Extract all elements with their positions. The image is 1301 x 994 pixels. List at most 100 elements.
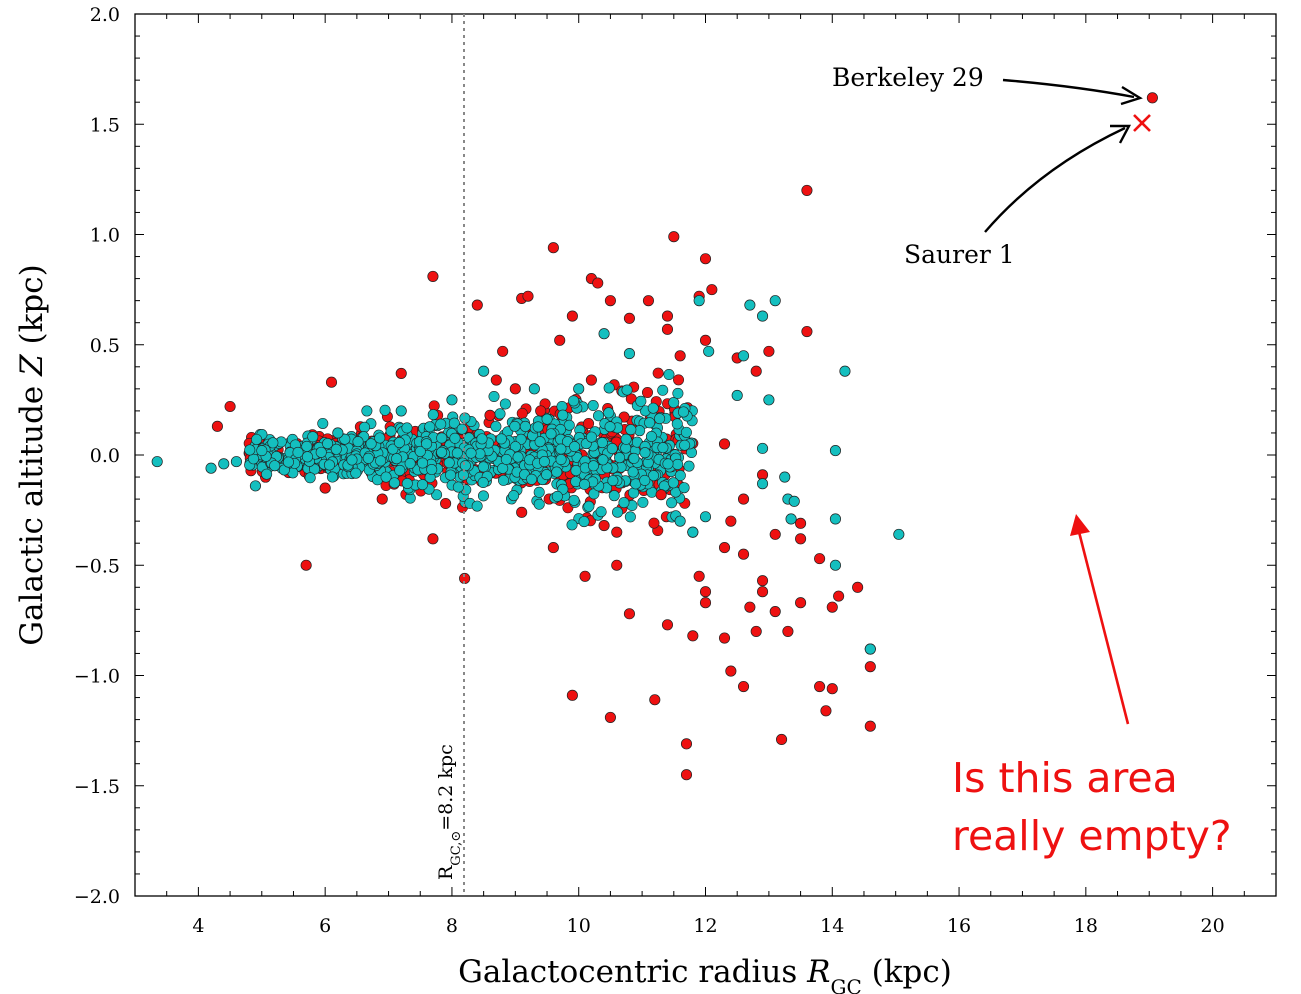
question-line-1: Is this area [952, 754, 1178, 802]
cluster-point [533, 498, 545, 510]
data-point [661, 310, 674, 322]
data-point [699, 253, 712, 265]
cluster-point [509, 420, 521, 432]
data-point [826, 601, 838, 613]
cluster-point [579, 478, 591, 490]
data-point [699, 334, 712, 346]
cluster-point [495, 433, 507, 445]
data-point [795, 517, 807, 529]
data-point [674, 515, 686, 527]
data-points [151, 92, 1158, 781]
cluster-point [673, 374, 685, 386]
cluster-point [628, 452, 640, 464]
cluster-point [448, 417, 460, 429]
cluster-point [365, 438, 377, 450]
data-point [611, 559, 623, 571]
cluster-point [672, 387, 684, 399]
data-point [598, 520, 610, 532]
cluster-point [443, 457, 455, 469]
cluster-point [315, 446, 327, 458]
annotation-berkeley-29: Berkeley 29 [832, 63, 1143, 106]
data-point [547, 242, 559, 254]
cluster-point [509, 441, 521, 453]
cluster-point [494, 408, 506, 420]
cluster-point [657, 442, 669, 454]
cluster-point [326, 471, 338, 483]
cluster-point [301, 440, 313, 452]
question-annotation: Is this area really empty? [952, 514, 1232, 860]
data-point [864, 720, 876, 732]
cluster-point [566, 519, 578, 531]
cluster-point [477, 461, 489, 473]
cluster-point [350, 467, 362, 479]
data-point [471, 299, 483, 311]
data-point [731, 389, 743, 402]
data-point [623, 312, 635, 324]
data-point [440, 497, 452, 510]
data-point [737, 350, 750, 362]
cluster-point [603, 382, 615, 394]
data-point [737, 680, 750, 693]
cluster-point [627, 466, 639, 478]
cluster-point [583, 500, 595, 512]
cluster-point [391, 453, 403, 465]
data-point [325, 376, 338, 388]
cluster-point [323, 459, 335, 471]
cluster-point [516, 407, 528, 419]
solar-radius-label: RGC,⊙=8.2 kpc [435, 744, 464, 880]
data-point [769, 295, 781, 307]
cluster-point [362, 452, 374, 464]
data-point [674, 350, 686, 362]
cluster-point [476, 433, 488, 445]
cluster-point [451, 447, 463, 459]
cluster-point [359, 421, 371, 433]
cluster-point [555, 453, 567, 465]
x-tick-label: 8 [446, 915, 458, 937]
cluster-point [426, 464, 438, 476]
berkeley-29-label: Berkeley 29 [832, 63, 984, 92]
data-point [680, 738, 693, 750]
data-point [756, 575, 769, 587]
data-point [852, 581, 864, 593]
data-point [249, 480, 261, 492]
data-point [218, 458, 230, 470]
cluster-point [515, 433, 527, 445]
data-point [211, 420, 223, 432]
data-point [224, 400, 236, 413]
data-point [725, 665, 737, 677]
cluster-point [471, 500, 483, 512]
cluster-point [608, 490, 620, 502]
cluster-point [621, 384, 633, 396]
data-point [661, 619, 674, 631]
cluster-point [568, 494, 580, 506]
data-point [687, 526, 699, 538]
data-point [693, 570, 705, 582]
data-point [826, 683, 838, 695]
cluster-point [612, 506, 624, 518]
cluster-point [414, 445, 426, 457]
data-point [744, 601, 756, 613]
cluster-point [648, 517, 660, 529]
cluster-point [459, 412, 471, 424]
cluster-point [449, 432, 461, 444]
cluster-point [385, 425, 397, 437]
cluster-point [570, 465, 582, 477]
data-point [484, 409, 496, 421]
data-point [611, 526, 623, 538]
data-point [604, 295, 616, 307]
y-tick-label: 2.0 [90, 4, 120, 26]
data-point [776, 733, 788, 745]
data-point [801, 325, 813, 338]
data-point [814, 553, 826, 565]
cluster-point [388, 477, 400, 489]
data-point [864, 661, 876, 673]
cluster-point [645, 430, 657, 442]
cluster-point [256, 445, 268, 457]
x-tick-label: 16 [947, 915, 971, 937]
cluster-point [541, 413, 553, 425]
cluster-point [282, 456, 294, 468]
data-point [661, 323, 674, 335]
data-point [446, 394, 458, 406]
cluster-point [592, 410, 604, 422]
